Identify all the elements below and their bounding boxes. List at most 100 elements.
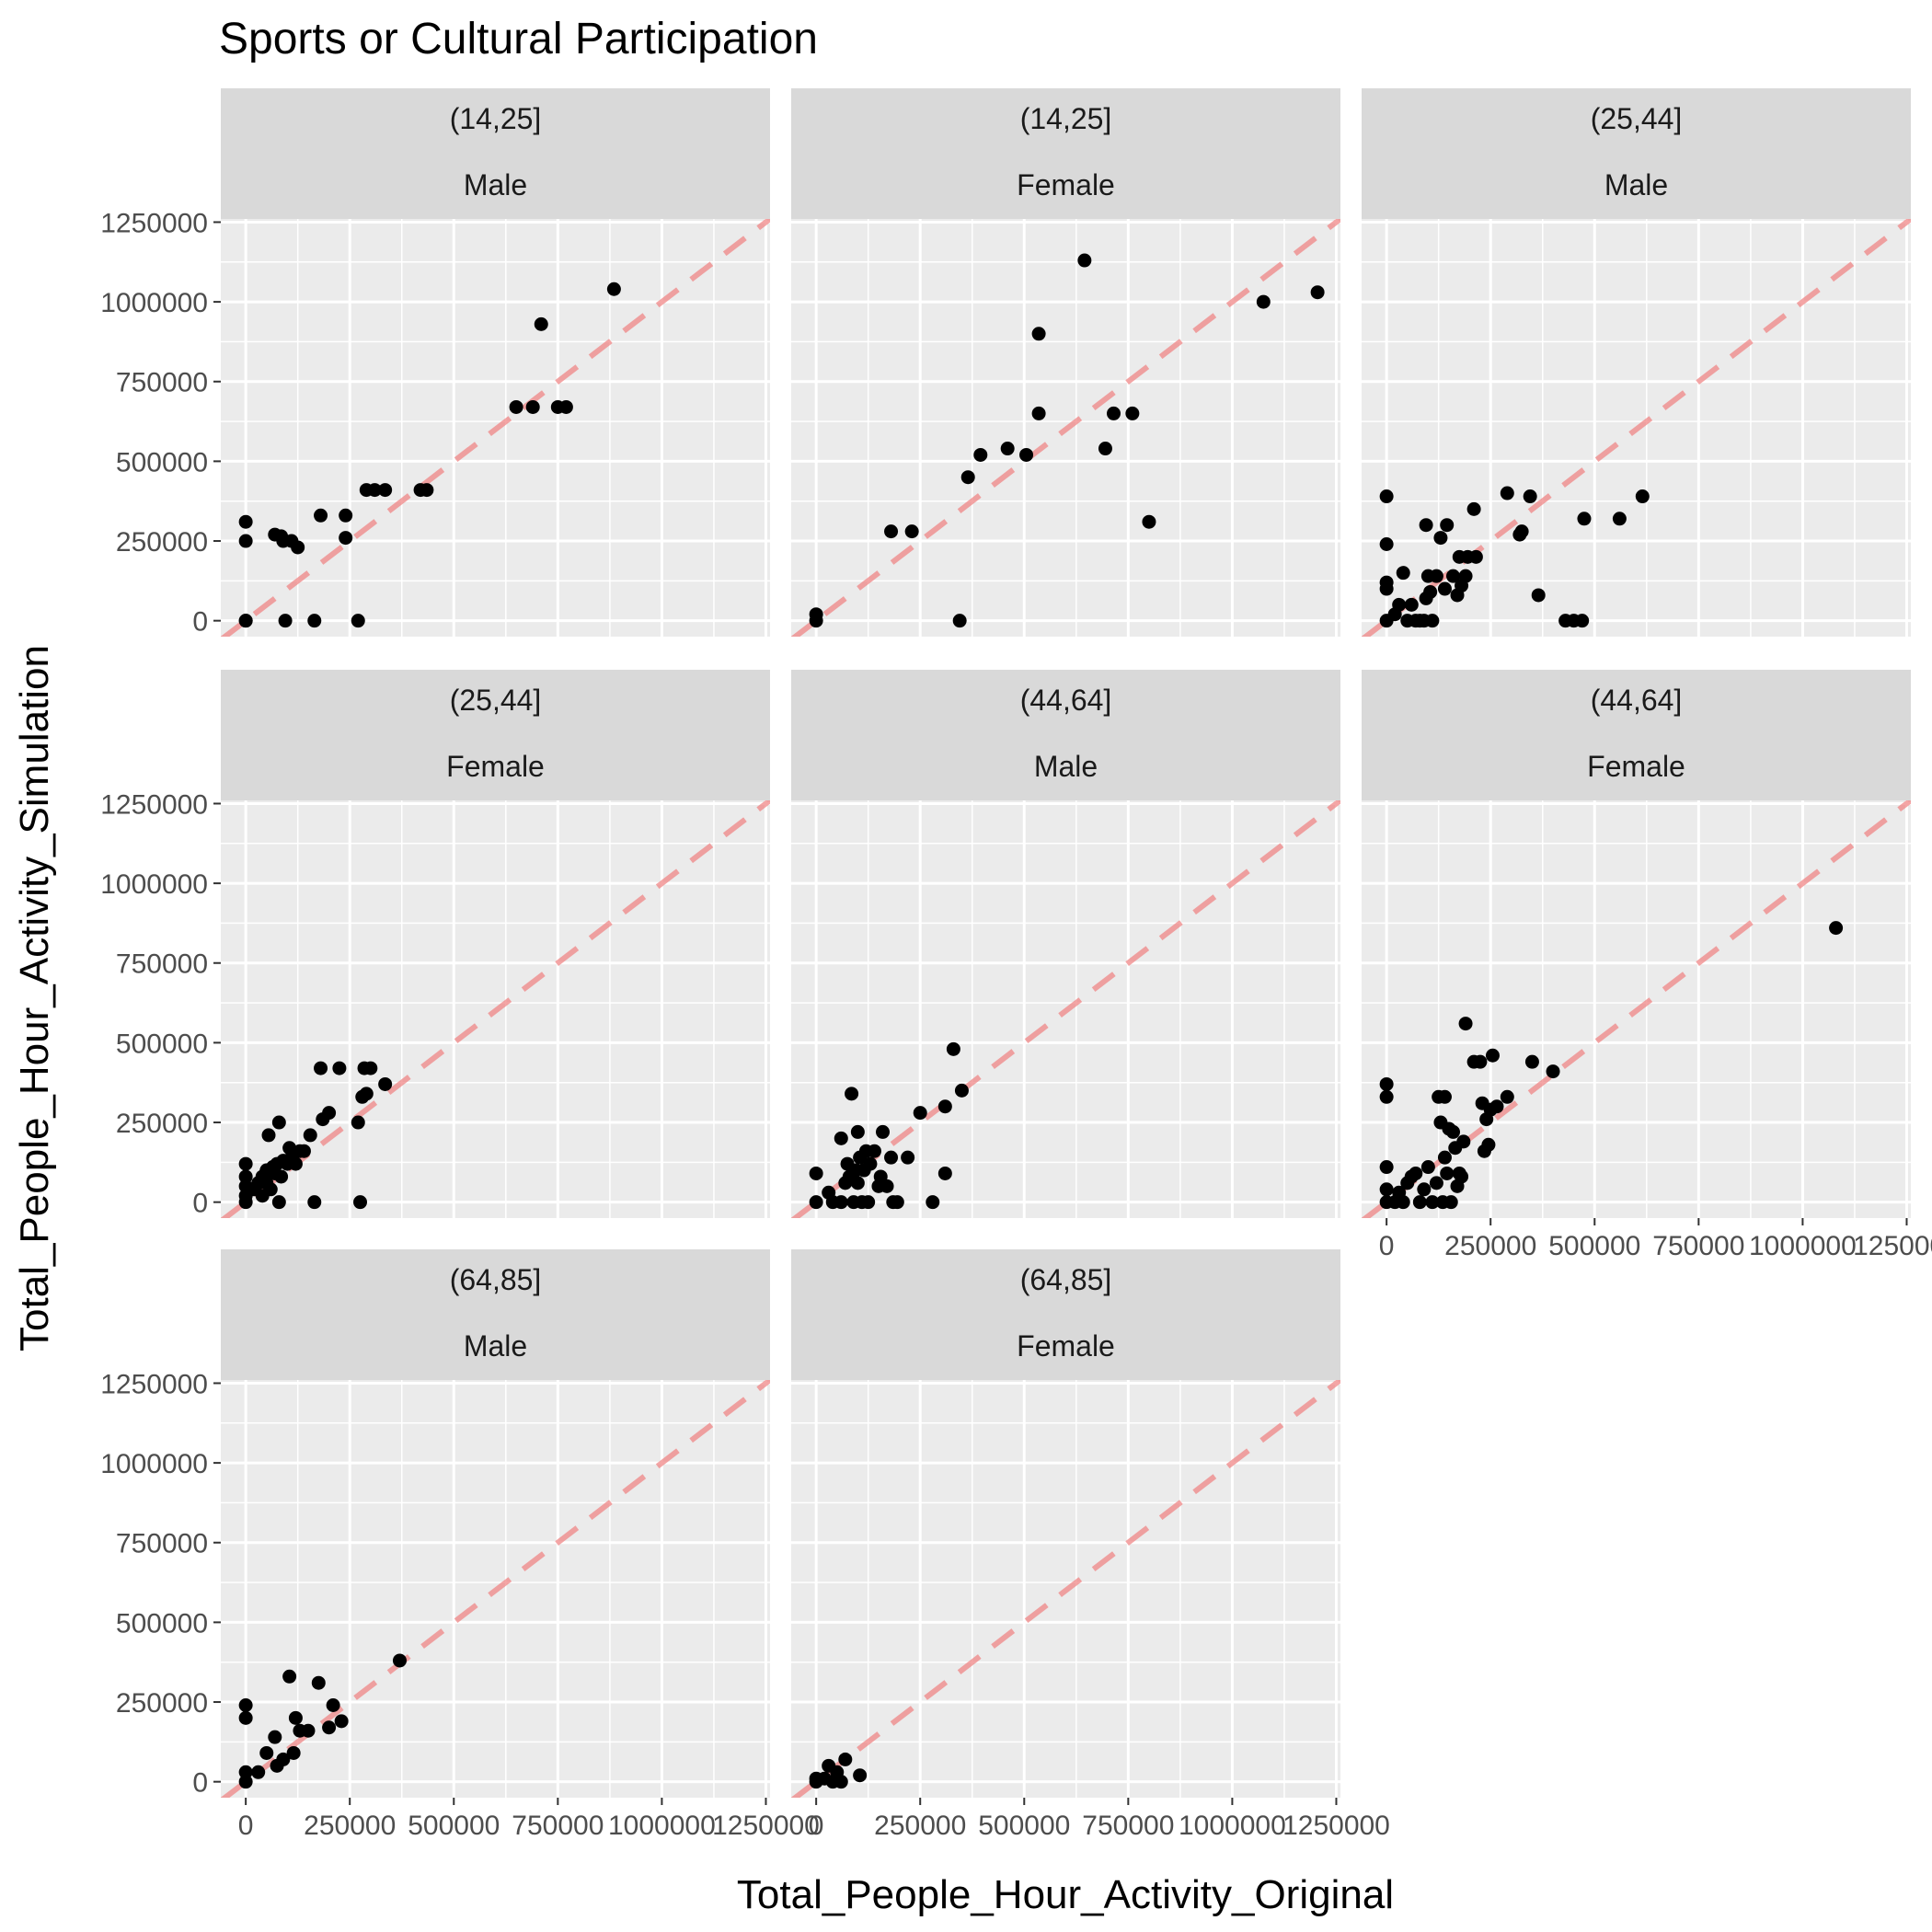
data-point (838, 1752, 853, 1766)
facet-panel: (44,64] Male (791, 670, 1340, 1218)
reference-line (221, 219, 770, 637)
facet-strip-label: Female (1587, 750, 1685, 783)
data-point (238, 1765, 253, 1779)
x-tick-label: 750000 (1082, 1811, 1174, 1841)
data-point (1396, 566, 1410, 581)
facet-strip-label: (14,25] (1020, 102, 1112, 135)
data-point (1612, 512, 1627, 526)
y-tick-label: 1000000 (100, 1449, 208, 1479)
data-point (392, 1653, 407, 1668)
y-tick-label: 750000 (116, 949, 208, 980)
data-layer (791, 1380, 1340, 1798)
data-point (291, 540, 305, 555)
facet-strip (1362, 670, 1911, 800)
data-point (850, 1124, 865, 1139)
data-point (937, 1166, 952, 1180)
x-tick-label: 1250000 (1853, 1231, 1932, 1261)
facet-strip (791, 670, 1340, 800)
data-point (296, 1144, 311, 1158)
data-point (301, 1723, 316, 1738)
reference-line (221, 1380, 770, 1798)
x-tick-label: 750000 (512, 1811, 604, 1841)
data-point (913, 1106, 927, 1121)
data-point (1456, 1134, 1471, 1149)
data-point (238, 514, 253, 529)
y-tick-label: 0 (192, 1768, 208, 1799)
y-tick-label: 500000 (116, 1608, 208, 1639)
x-axis-title: Total_People_Hour_Activity_Original (737, 1872, 1394, 1917)
y-tick-label: 1000000 (100, 869, 208, 900)
data-point (853, 1768, 868, 1783)
data-point (274, 1169, 289, 1184)
data-point (1440, 1166, 1455, 1180)
data-point (1429, 569, 1443, 583)
reference-line (1362, 800, 1911, 1218)
data-point (901, 1150, 915, 1165)
data-point (334, 1714, 349, 1729)
data-point (311, 1675, 326, 1690)
data-point (1446, 1124, 1460, 1139)
data-point (420, 483, 434, 498)
data-point (1481, 1137, 1496, 1152)
data-point (1396, 1195, 1410, 1210)
data-point (263, 1182, 278, 1197)
data-point (351, 1115, 365, 1130)
data-point (809, 607, 823, 622)
data-layer (791, 219, 1340, 637)
data-point (322, 1720, 337, 1735)
x-tick-label: 0 (809, 1811, 824, 1841)
data-point (1523, 489, 1537, 504)
y-tick-label: 250000 (116, 527, 208, 558)
data-point (1455, 1169, 1469, 1184)
data-point (1829, 921, 1844, 936)
data-point (1077, 253, 1092, 268)
data-point (271, 1195, 286, 1210)
data-point (271, 1115, 286, 1130)
data-point (867, 1144, 881, 1158)
facet-strip (791, 1249, 1340, 1380)
x-tick-label: 750000 (1652, 1231, 1744, 1261)
facet-panel: (14,25] Female (791, 88, 1340, 637)
data-point (834, 1775, 848, 1789)
data-point (1379, 536, 1394, 551)
data-point (238, 1710, 253, 1725)
data-point (1443, 1195, 1458, 1210)
facet-strip-label: Female (1017, 1329, 1115, 1363)
data-point (378, 1076, 393, 1091)
data-point (954, 1083, 969, 1098)
facet-strip-label: (64,85] (1020, 1263, 1112, 1296)
data-point (278, 614, 293, 628)
data-point (1125, 406, 1140, 420)
data-point (238, 1169, 253, 1184)
data-point (259, 1745, 274, 1760)
facet-strip-label: Female (1017, 168, 1115, 201)
data-point (1420, 1160, 1435, 1175)
data-point (952, 614, 967, 628)
data-point (286, 1745, 301, 1760)
data-point (1437, 1089, 1452, 1104)
data-point (884, 524, 899, 539)
x-tick-label: 500000 (408, 1811, 500, 1841)
data-layer (1362, 219, 1911, 637)
data-point (1425, 614, 1440, 628)
facet-strip-label: (64,85] (450, 1263, 542, 1296)
data-point (960, 470, 975, 485)
facet-strip-label: (14,25] (450, 102, 542, 135)
data-point (509, 399, 523, 414)
facet-strip-label: Male (464, 168, 527, 201)
data-point (1531, 588, 1546, 603)
y-tick-label: 1250000 (100, 208, 208, 238)
data-point (1458, 569, 1473, 583)
data-point (339, 531, 353, 546)
data-point (1635, 489, 1650, 504)
data-point (1485, 1048, 1500, 1063)
reference-line (791, 219, 1340, 637)
data-point (534, 316, 548, 331)
data-layer (221, 219, 770, 637)
data-point (1379, 1160, 1394, 1175)
data-point (1417, 1182, 1432, 1197)
data-point (303, 1128, 317, 1143)
data-point (1446, 569, 1460, 583)
data-point (1142, 514, 1156, 529)
data-point (1524, 1054, 1539, 1069)
